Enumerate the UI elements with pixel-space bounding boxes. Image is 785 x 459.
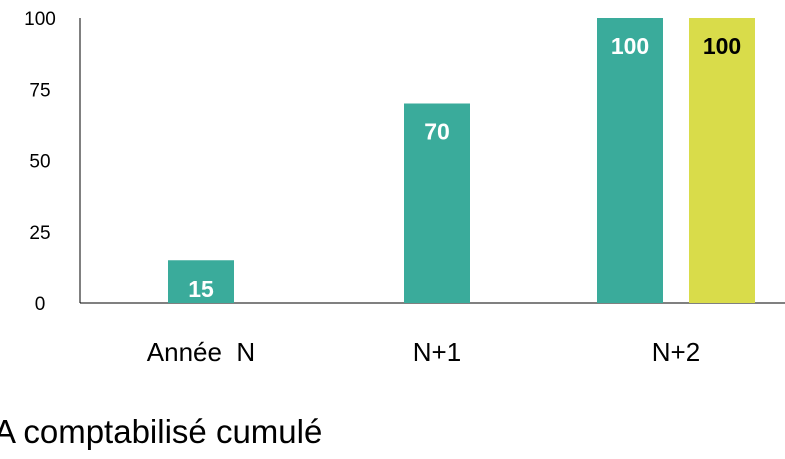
x-tick-label: Année N	[147, 337, 255, 367]
y-tick-label: 75	[29, 80, 50, 101]
y-tick-label: 25	[29, 223, 50, 244]
bar	[689, 18, 755, 303]
y-tick-label: 50	[29, 152, 50, 173]
y-tick-labels: 0 25 50 75 100	[24, 9, 56, 315]
bar-data-label: 100	[611, 33, 649, 59]
x-tick-label: N+1	[413, 337, 461, 367]
bar	[168, 260, 234, 303]
bar	[597, 18, 663, 303]
bar	[404, 103, 470, 303]
y-tick-label: 100	[24, 9, 56, 30]
bars: 15 70 100 100	[168, 18, 755, 303]
bar-data-label: 15	[188, 276, 214, 302]
chart-caption: A comptabilisé cumulé	[0, 413, 323, 450]
x-tick-label: N+2	[652, 337, 700, 367]
bar-data-label: 100	[703, 33, 741, 59]
bar-data-label: 70	[424, 119, 450, 145]
x-tick-labels: Année N N+1 N+2	[147, 337, 700, 367]
y-tick-label: 0	[35, 294, 46, 315]
